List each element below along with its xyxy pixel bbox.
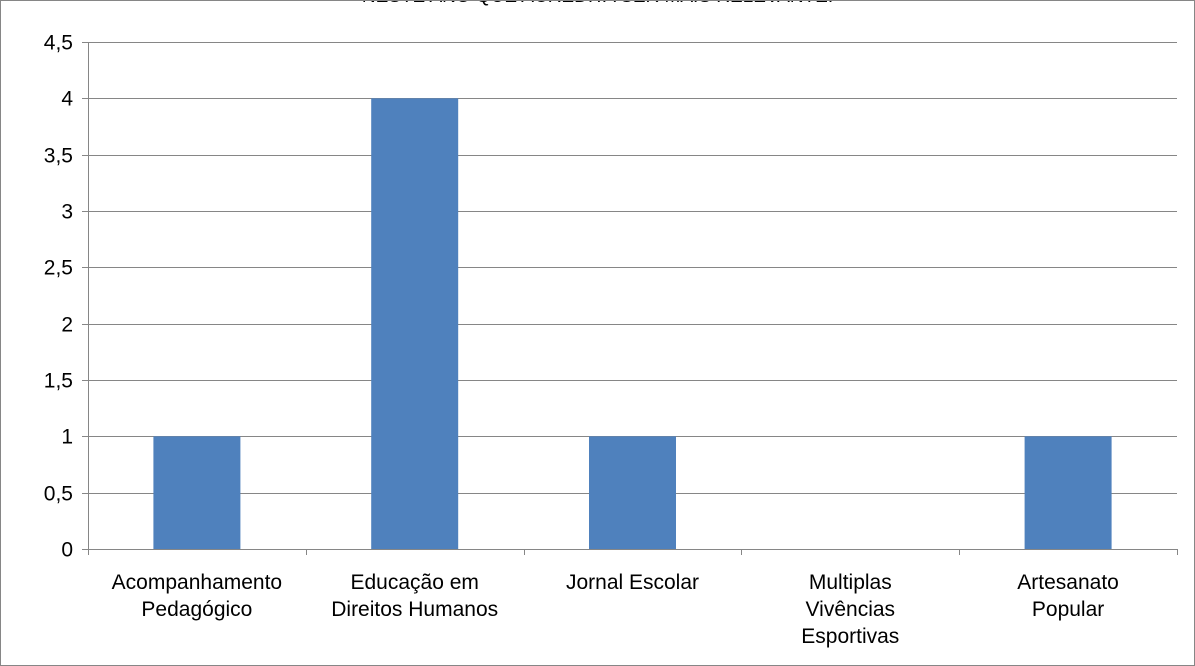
y-tick-label: 4,5 [44, 32, 73, 55]
y-tick-label: 4 [61, 88, 73, 111]
y-tick-label: 1 [61, 426, 73, 449]
x-category-label: Artesanato Popular [1017, 571, 1119, 621]
chart-title: NESTE ANO QUE ACREDITA SER MAIS RELEVANT… [1, 1, 1194, 8]
y-tick-label: 3,5 [44, 145, 73, 168]
y-tick-labels: 0 0,5 1 1,5 2 2,5 3 3,5 4 4,5 [44, 32, 74, 562]
category-label-line: Jornal Escolar [566, 571, 699, 594]
category-label-line: Multiplas [809, 571, 892, 594]
bars [153, 98, 1112, 549]
category-label-line: Direitos Humanos [331, 598, 498, 621]
bar [153, 436, 241, 549]
bar [371, 98, 459, 549]
x-category-label: Multiplas Vivências Esportivas [801, 571, 899, 648]
gridlines [88, 42, 1177, 494]
x-category-label: Acompanhamento Pedagógico [112, 571, 282, 621]
category-label-line: Esportivas [801, 625, 899, 648]
category-label-line: Acompanhamento [112, 571, 282, 594]
category-label-line: Artesanato [1017, 571, 1119, 594]
category-label-line: Educação em [350, 571, 478, 594]
bar [1024, 436, 1112, 549]
y-tick-label: 0 [61, 539, 73, 562]
y-tick-label: 2,5 [44, 257, 73, 280]
category-label-line: Vivências [806, 598, 896, 621]
y-tick-label: 2 [61, 314, 73, 337]
category-label-line: Popular [1032, 598, 1104, 621]
category-label-line: Pedagógico [141, 598, 252, 621]
axes [82, 42, 1178, 555]
bar [589, 436, 676, 549]
x-category-labels: Acompanhamento Pedagógico Educação em Direi… [112, 571, 1119, 648]
y-tick-label: 0,5 [44, 483, 73, 506]
y-tick-label: 3 [61, 201, 73, 224]
x-category-label: Jornal Escolar [566, 571, 699, 594]
y-tick-label: 1,5 [44, 370, 73, 393]
x-category-label: Educação em Direitos Humanos [331, 571, 498, 621]
